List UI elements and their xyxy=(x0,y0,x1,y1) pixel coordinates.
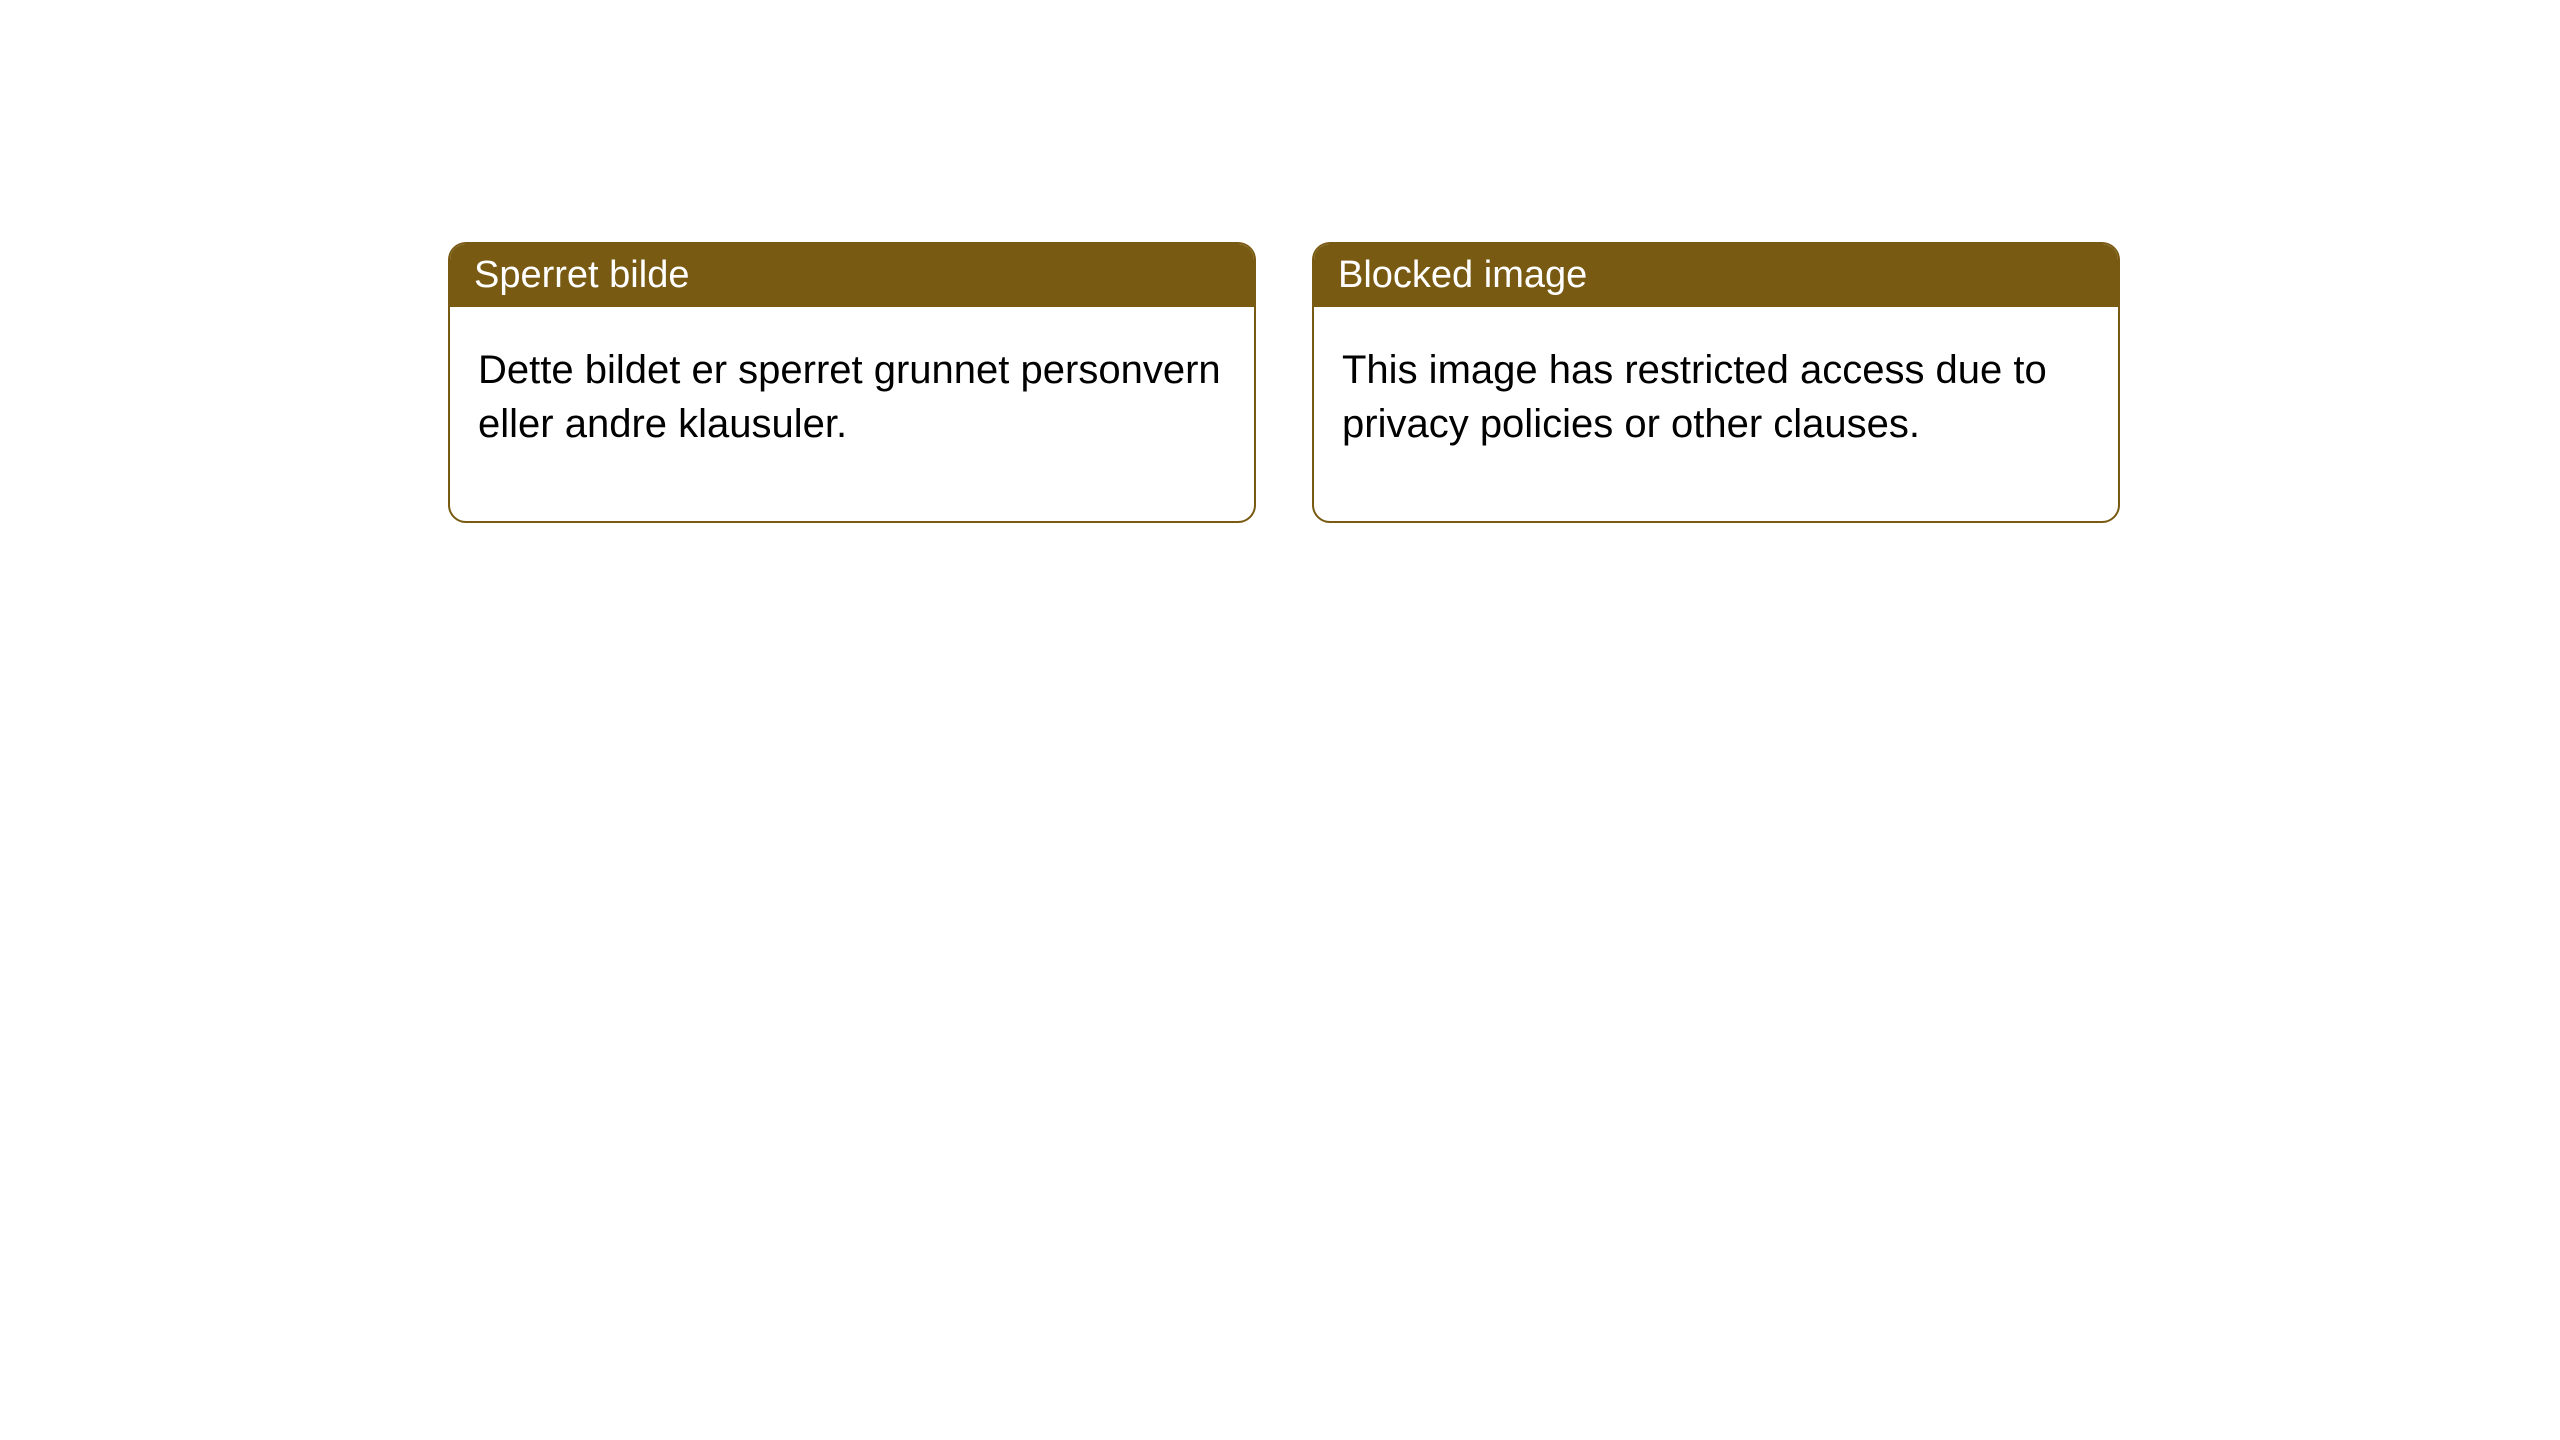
card-title: Sperret bilde xyxy=(474,254,689,296)
notice-card-english: Blocked image This image has restricted … xyxy=(1312,242,2120,523)
card-body: This image has restricted access due to … xyxy=(1314,307,2118,521)
notice-card-norwegian: Sperret bilde Dette bildet er sperret gr… xyxy=(448,242,1256,523)
card-header: Sperret bilde xyxy=(450,244,1254,307)
card-body: Dette bildet er sperret grunnet personve… xyxy=(450,307,1254,521)
card-body-text: This image has restricted access due to … xyxy=(1342,348,2047,446)
card-body-text: Dette bildet er sperret grunnet personve… xyxy=(478,348,1221,446)
card-header: Blocked image xyxy=(1314,244,2118,307)
notice-cards-container: Sperret bilde Dette bildet er sperret gr… xyxy=(448,242,2120,523)
card-title: Blocked image xyxy=(1338,254,1587,296)
